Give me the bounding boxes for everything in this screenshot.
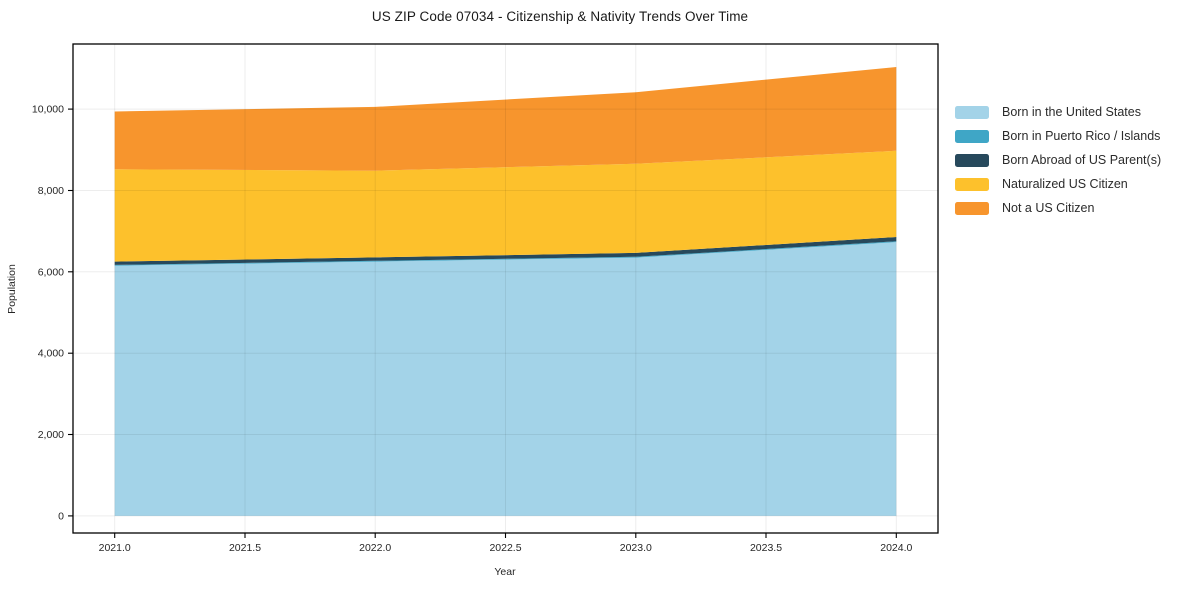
area-series-3 — [114, 150, 897, 262]
legend-swatch-icon — [955, 129, 989, 143]
x-tick-label: 2021.5 — [229, 542, 261, 554]
area-series-4 — [114, 67, 897, 171]
legend-item-1: Born in Puerto Rico / Islands — [955, 129, 1161, 143]
legend: Born in the United States Born in Puerto … — [955, 105, 1161, 215]
chart-title: US ZIP Code 07034 - Citizenship & Nativi… — [371, 9, 749, 24]
legend-item-0: Born in the United States — [955, 105, 1161, 119]
legend-label: Born in the United States — [1002, 105, 1141, 119]
legend-swatch-icon — [955, 201, 989, 215]
y-axis-label: Population — [6, 264, 18, 314]
x-axis-label: Year — [494, 566, 516, 578]
area-series-0 — [114, 242, 897, 516]
legend-label: Born in Puerto Rico / Islands — [1002, 129, 1161, 143]
legend-item-2: Born Abroad of US Parent(s) — [955, 153, 1161, 167]
legend-swatch-icon — [955, 177, 989, 191]
y-tick-label: 10,000 — [32, 104, 64, 116]
legend-swatch-icon — [955, 153, 989, 167]
x-tick-label: 2023.5 — [750, 542, 782, 554]
legend-label: Naturalized US Citizen — [1002, 177, 1128, 191]
y-tick-label: 8,000 — [38, 185, 64, 197]
y-tick-label: 6,000 — [38, 266, 64, 278]
x-tick-label: 2022.0 — [359, 542, 391, 554]
legend-item-4: Not a US Citizen — [955, 201, 1161, 215]
legend-label: Born Abroad of US Parent(s) — [1002, 153, 1162, 167]
x-tick-label: 2023.0 — [620, 542, 652, 554]
x-tick-label: 2021.0 — [99, 542, 131, 554]
legend-swatch-icon — [955, 105, 989, 119]
y-tick-label: 0 — [58, 510, 64, 522]
x-tick-label: 2022.5 — [489, 542, 521, 554]
x-tick-label: 2024.0 — [880, 542, 912, 554]
y-tick-label: 4,000 — [38, 348, 64, 360]
y-tick-label: 2,000 — [38, 429, 64, 441]
area-series-2 — [114, 237, 897, 265]
legend-item-3: Naturalized US Citizen — [955, 177, 1161, 191]
legend-label: Not a US Citizen — [1002, 201, 1095, 215]
